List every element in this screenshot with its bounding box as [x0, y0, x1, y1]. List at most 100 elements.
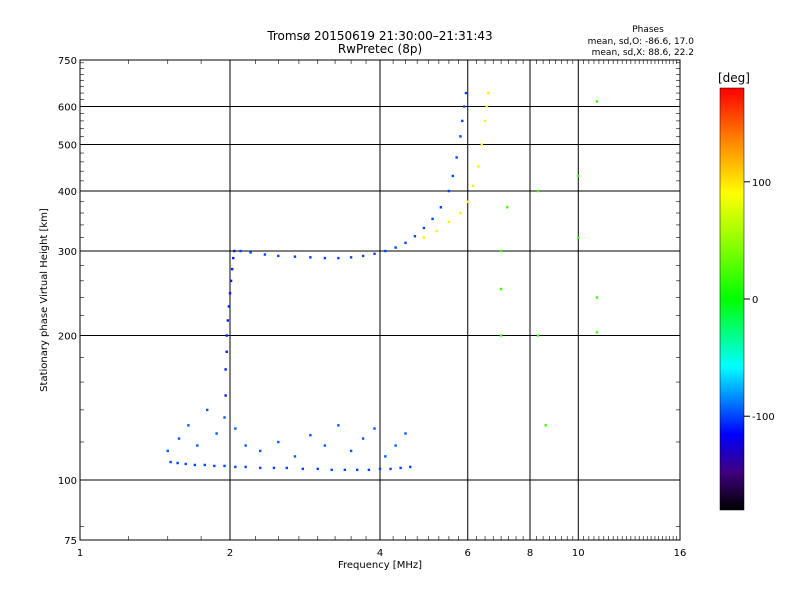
- y-tick-label: 300: [58, 247, 77, 258]
- data-point: [293, 455, 297, 458]
- data-point: [232, 256, 235, 260]
- data-point: [485, 105, 488, 108]
- data-point: [244, 465, 247, 469]
- data-point: [367, 468, 371, 472]
- data-point: [223, 464, 226, 468]
- data-point: [263, 253, 267, 256]
- data-point: [447, 220, 451, 224]
- plot-frame: [79, 59, 681, 541]
- data-point: [227, 305, 231, 308]
- phases-heading: Phases: [632, 25, 664, 35]
- y-axis-label: Stationary phase Virtual Height [km]: [39, 208, 50, 392]
- data-point: [187, 424, 190, 427]
- data-point: [196, 444, 199, 447]
- data-point: [177, 437, 181, 440]
- data-point: [166, 449, 169, 453]
- data-point: [451, 174, 455, 178]
- data-point: [272, 466, 276, 470]
- y-tick-label: 75: [64, 536, 77, 547]
- x-tick-label: 10: [572, 548, 585, 559]
- data-point: [435, 229, 438, 233]
- data-point: [343, 468, 347, 472]
- data-point: [378, 467, 382, 471]
- y-tick-label: 600: [58, 103, 77, 114]
- data-point: [373, 252, 376, 256]
- data-point: [413, 235, 417, 238]
- data-point: [499, 334, 503, 337]
- data-point: [233, 249, 236, 253]
- data-point: [483, 119, 487, 123]
- data-point: [169, 460, 172, 464]
- data-point: [224, 394, 227, 397]
- data-point: [229, 279, 233, 283]
- data-point: [464, 91, 468, 95]
- minor-ticks: [80, 60, 680, 540]
- data-point: [595, 100, 599, 103]
- colorbar-ticks: 100 0 -100: [744, 178, 775, 423]
- data-point: [234, 465, 237, 469]
- y-tick-label: 400: [58, 187, 77, 198]
- data-points: [166, 91, 599, 472]
- data-point: [330, 468, 333, 472]
- data-point: [349, 449, 353, 453]
- data-point: [213, 464, 216, 468]
- x-tick-label: 4: [377, 548, 383, 559]
- data-point: [384, 249, 387, 253]
- data-point: [277, 440, 280, 444]
- x-tick-label: 16: [674, 548, 687, 559]
- data-point: [323, 444, 327, 447]
- data-point: [285, 466, 288, 470]
- data-point: [293, 255, 297, 258]
- data-point: [355, 468, 359, 472]
- data-point: [226, 319, 230, 322]
- data-point: [323, 256, 327, 260]
- data-point: [505, 206, 509, 209]
- data-point: [337, 256, 340, 260]
- y-tick-label: 100: [58, 476, 77, 487]
- data-point: [225, 334, 228, 337]
- data-point: [404, 432, 407, 435]
- data-point: [447, 189, 451, 193]
- x-axis-label: Frequency [MHz]: [338, 560, 422, 571]
- x-tick-label: 2: [227, 548, 233, 559]
- data-point: [461, 119, 464, 123]
- data-point: [462, 105, 466, 108]
- data-point: [215, 432, 218, 435]
- data-point: [203, 463, 206, 467]
- data-point: [577, 236, 580, 239]
- data-point: [544, 424, 547, 427]
- data-point: [277, 254, 280, 258]
- y-tick-label: 750: [58, 56, 77, 67]
- data-point: [536, 189, 540, 193]
- data-point: [595, 331, 599, 334]
- colorbar-tick-label: -100: [752, 412, 775, 423]
- data-point: [239, 249, 242, 253]
- data-point: [309, 433, 312, 437]
- data-point: [595, 296, 599, 299]
- data-point: [394, 444, 397, 447]
- data-point: [409, 465, 412, 469]
- colorbar-label: [deg]: [718, 71, 750, 85]
- colorbar: [719, 87, 745, 511]
- data-point: [316, 467, 319, 471]
- data-point: [422, 226, 426, 230]
- data-point: [176, 461, 179, 465]
- data-point: [480, 143, 483, 146]
- colorbar-tick-label: 100: [752, 178, 771, 189]
- grid-lines: [79, 59, 681, 541]
- data-point: [249, 251, 252, 254]
- data-point: [205, 408, 209, 412]
- data-point: [459, 135, 462, 138]
- y-tick-label: 500: [58, 141, 77, 152]
- data-point: [389, 467, 392, 471]
- data-point: [399, 466, 402, 470]
- data-point: [184, 462, 187, 466]
- data-point: [373, 427, 376, 430]
- data-point: [404, 241, 407, 245]
- data-point: [487, 91, 490, 95]
- data-point: [455, 156, 458, 159]
- data-point: [349, 256, 353, 259]
- data-point: [384, 455, 387, 458]
